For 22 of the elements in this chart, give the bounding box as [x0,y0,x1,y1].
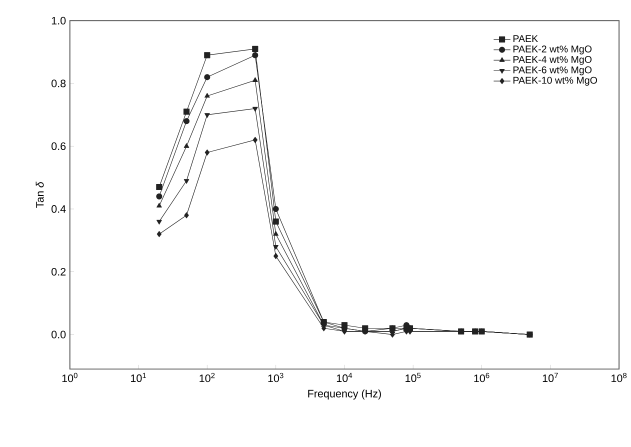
x-tick-label: 10$^{2}$ [200,372,215,382]
y-tick-label: 0.8 [52,80,66,88]
legend-label: PAEK-6 wt% MgO [513,66,592,76]
y-tick-label: 0.6 [52,142,66,150]
x-tick-label: 10$^{5}$ [406,372,421,382]
x-axis-title: Frequency (Hz) [308,390,381,400]
x-tick-label: 10$^{7}$ [542,372,558,382]
x-tick-label: 10$^{4}$ [336,372,352,382]
legend-label: PAEK-4 wt% MgO [513,56,592,65]
y-tick-label: 0.2 [52,268,66,276]
y-tick-label: 0.4 [52,205,66,213]
y-tick-label: 0.0 [52,330,66,338]
legend-label: PAEK-10 wt% MgO [513,76,598,86]
x-tick-label: 10$^{0}$ [62,372,78,382]
x-tick-label: 10$^{3}$ [268,372,284,382]
y-axis-title: Tan δ [36,182,44,208]
x-tick-label: 10$^{1}$ [131,372,146,382]
x-tick-label: 10$^{6}$ [474,372,490,382]
legend-label: PAEK [513,35,538,42]
legend-label: PAEK-2 wt% MgO [513,46,592,55]
x-tick-label: 10$^{8}$ [612,372,627,382]
y-tick-label: 1.0 [52,16,66,25]
